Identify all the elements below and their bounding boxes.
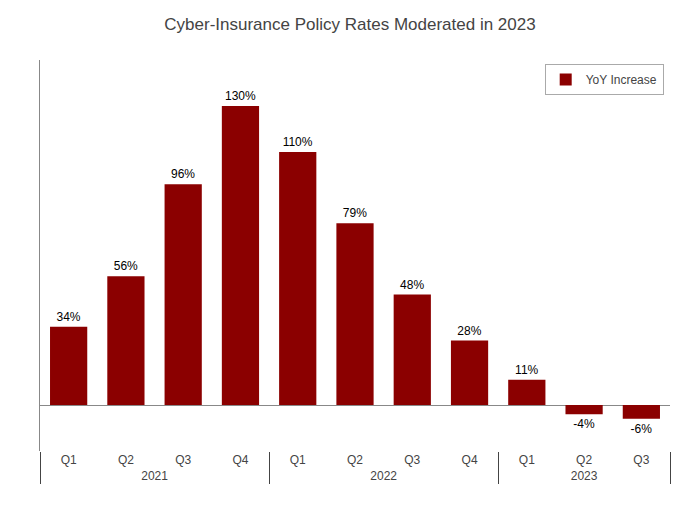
svg-text:Q2: Q2	[576, 453, 592, 467]
svg-text:96%: 96%	[171, 167, 195, 181]
svg-text:-4%: -4%	[573, 417, 595, 431]
svg-text:2023: 2023	[571, 469, 598, 483]
svg-text:34%: 34%	[56, 310, 80, 324]
svg-text:79%: 79%	[343, 206, 367, 220]
svg-text:28%: 28%	[457, 324, 481, 338]
svg-text:Q3: Q3	[633, 453, 649, 467]
svg-text:110%: 110%	[283, 135, 313, 149]
svg-text:11%: 11%	[515, 363, 538, 377]
svg-text:Q4: Q4	[462, 453, 478, 467]
svg-text:Q1: Q1	[290, 453, 306, 467]
svg-text:Q3: Q3	[175, 453, 191, 467]
svg-text:-6%: -6%	[631, 422, 653, 436]
svg-text:Q1: Q1	[519, 453, 535, 467]
svg-text:YoY Increase: YoY Increase	[586, 73, 657, 87]
svg-text:56%: 56%	[114, 259, 138, 273]
svg-text:130%: 130%	[225, 89, 256, 103]
svg-text:Q2: Q2	[347, 453, 363, 467]
svg-text:Cyber-Insurance Policy Rates M: Cyber-Insurance Policy Rates Moderated i…	[164, 15, 535, 34]
svg-text:Q2: Q2	[118, 453, 134, 467]
svg-text:Q3: Q3	[404, 453, 420, 467]
svg-text:2022: 2022	[370, 469, 397, 483]
svg-text:2021: 2021	[141, 469, 168, 483]
svg-text:48%: 48%	[400, 278, 424, 292]
svg-text:Q4: Q4	[232, 453, 248, 467]
svg-text:Q1: Q1	[61, 453, 77, 467]
